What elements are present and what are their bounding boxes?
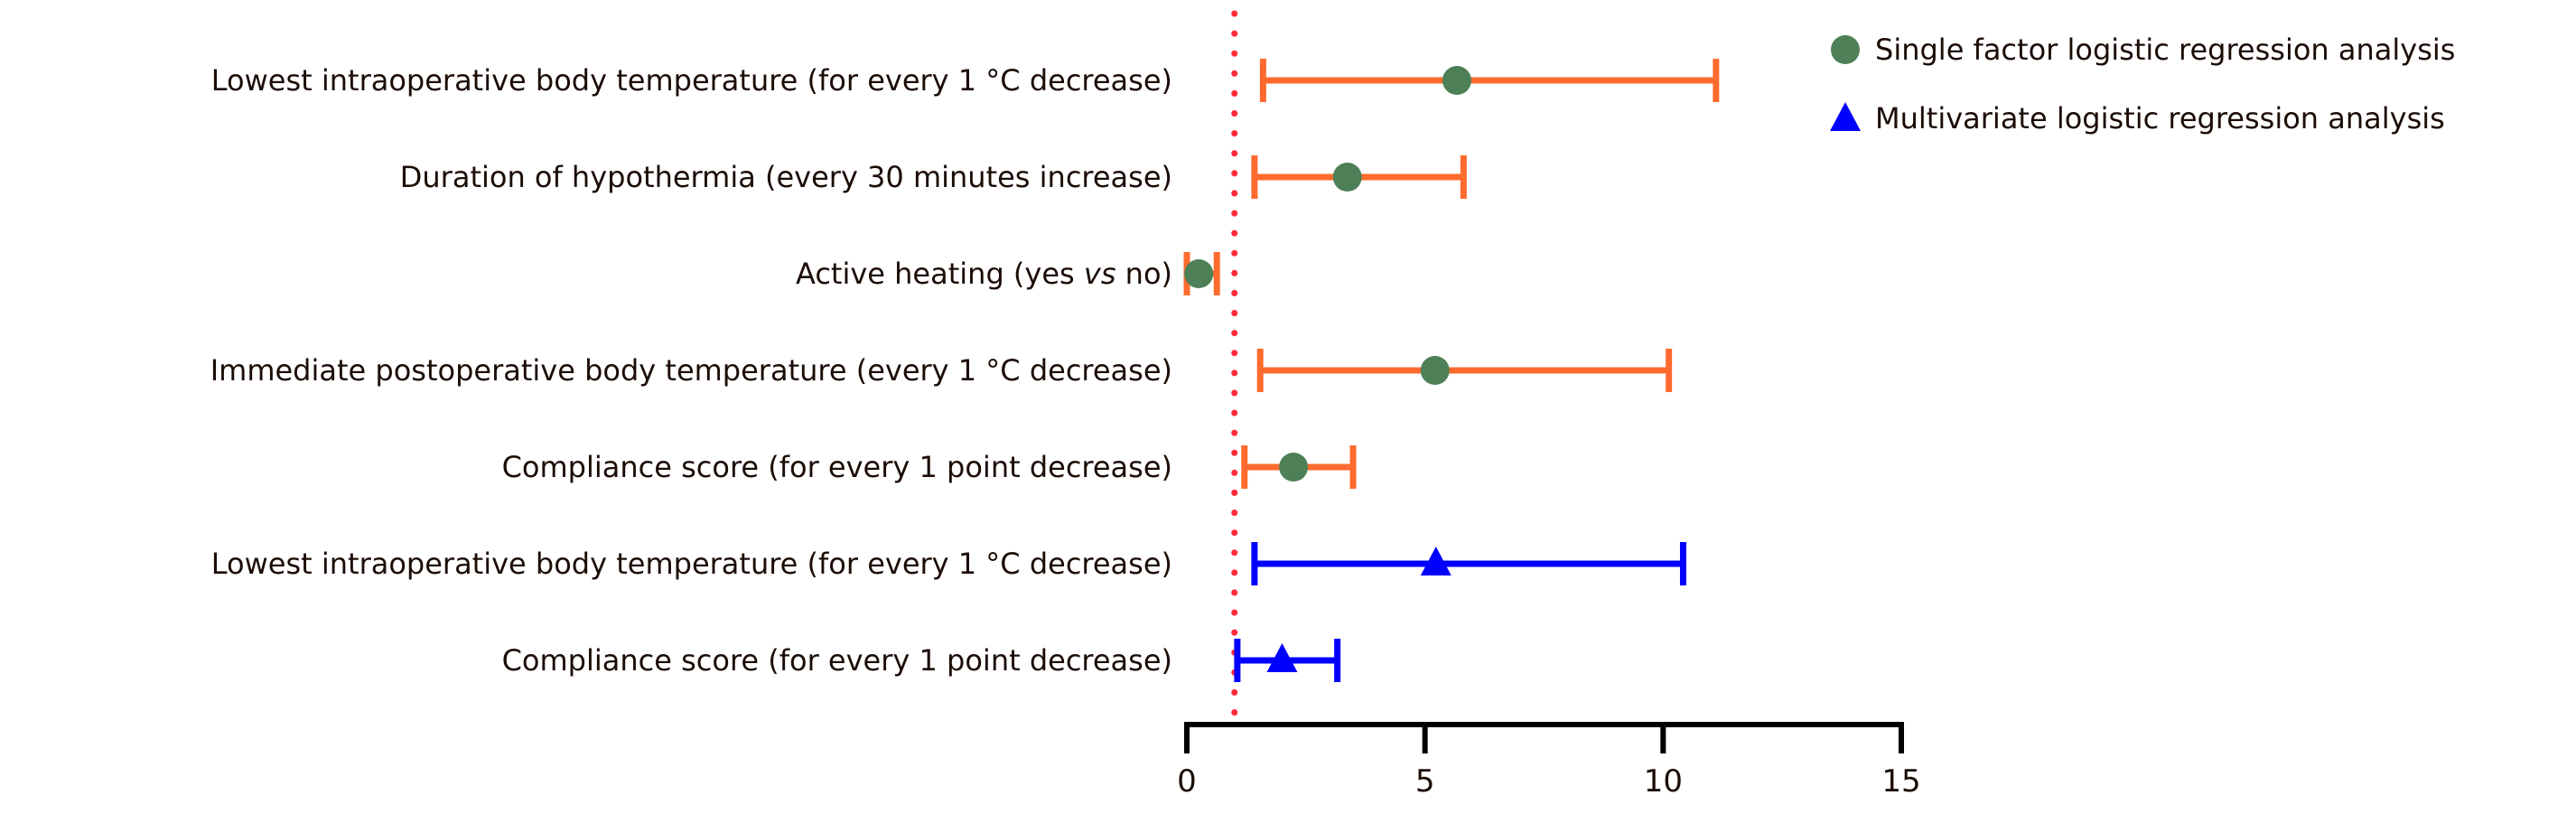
row-label-part: Active heating (yes xyxy=(796,257,1084,291)
forest-row: Compliance score (for every 1 point decr… xyxy=(502,639,1341,682)
x-axis: 0 5 10 15 xyxy=(1177,722,1921,800)
forest-row: Compliance score (for every 1 point decr… xyxy=(502,445,1357,489)
x-tick-label: 10 xyxy=(1644,763,1683,800)
legend-label: Multivariate logistic regression analysi… xyxy=(1875,101,2445,136)
x-tick-label: 5 xyxy=(1415,763,1435,800)
row-label: Compliance score (for every 1 point decr… xyxy=(502,643,1172,678)
forest-row: Duration of hypothermia (every 30 minute… xyxy=(400,155,1467,199)
row-label: Lowest intraoperative body temperature (… xyxy=(211,547,1172,581)
rows-group: Lowest intraoperative body temperature (… xyxy=(210,59,1720,682)
forest-row: Immediate postoperative body temperature… xyxy=(210,349,1673,392)
row-label: Active heating (yes vs no) xyxy=(796,257,1172,291)
row-label-part: Immediate postoperative body temperature… xyxy=(210,353,1172,388)
forest-row: Lowest intraoperative body temperature (… xyxy=(211,542,1686,585)
estimate-triangle-marker xyxy=(1266,643,1298,672)
estimate-triangle-marker xyxy=(1420,547,1451,575)
legend: Single factor logistic regression analys… xyxy=(1830,33,2455,136)
row-label-part: Compliance score (for every 1 point decr… xyxy=(502,643,1172,678)
legend-triangle-marker xyxy=(1830,102,1861,131)
row-label-part: Lowest intraoperative body temperature (… xyxy=(211,547,1172,581)
legend-circle-marker xyxy=(1831,35,1860,64)
row-label-part: Duration of hypothermia (every 30 minute… xyxy=(400,160,1172,194)
estimate-circle-marker xyxy=(1420,356,1450,385)
row-label-part: Lowest intraoperative body temperature (… xyxy=(211,63,1172,98)
legend-label: Single factor logistic regression analys… xyxy=(1875,33,2455,67)
forest-row: Active heating (yes vs no) xyxy=(796,252,1220,295)
row-label-part: vs xyxy=(1084,257,1116,291)
row-label-part: Compliance score (for every 1 point decr… xyxy=(502,450,1172,484)
estimate-circle-marker xyxy=(1332,163,1362,192)
estimate-circle-marker xyxy=(1184,259,1214,288)
forest-row: Lowest intraoperative body temperature (… xyxy=(211,59,1720,102)
row-label: Immediate postoperative body temperature… xyxy=(210,353,1172,388)
estimate-circle-marker xyxy=(1442,66,1471,95)
row-label-part: no) xyxy=(1115,257,1172,291)
estimate-circle-marker xyxy=(1279,453,1309,482)
row-label: Lowest intraoperative body temperature (… xyxy=(211,63,1172,98)
x-tick-label: 15 xyxy=(1881,763,1920,800)
x-tick-label: 0 xyxy=(1177,763,1197,800)
row-label: Compliance score (for every 1 point decr… xyxy=(502,450,1172,484)
row-label: Duration of hypothermia (every 30 minute… xyxy=(400,160,1172,194)
